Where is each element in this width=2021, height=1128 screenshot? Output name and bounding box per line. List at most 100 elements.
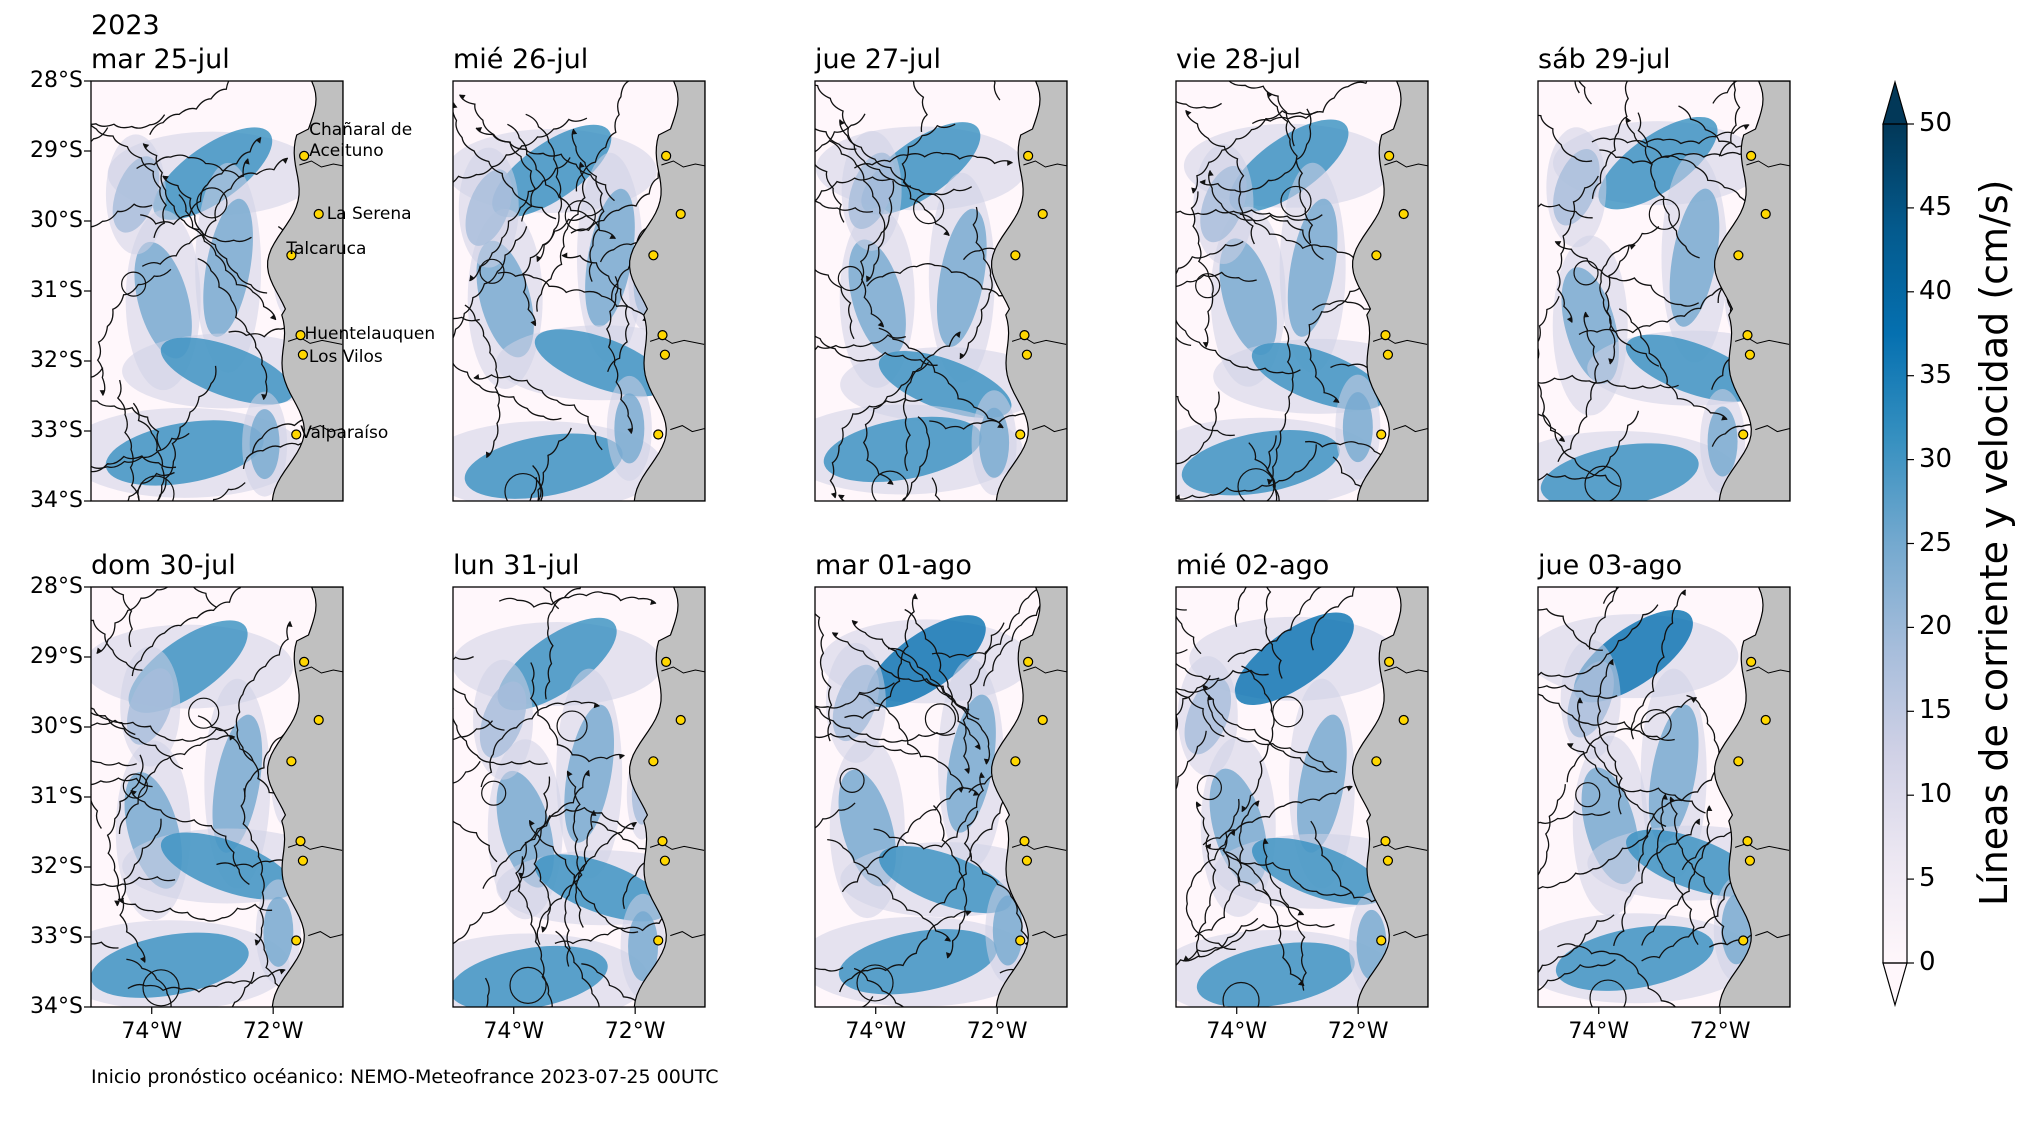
streamline-arrow [469,274,475,281]
land-mass [266,587,343,1007]
streamline-arrow [1456,263,1462,268]
streamline-arrow [943,230,950,236]
speed-field [946,694,996,833]
current-streamline [1194,800,1260,938]
panel-frame [1175,586,1429,1008]
current-streamline [1227,587,1324,663]
current-streamline [1630,589,1687,740]
current-streamline [119,818,162,963]
streamline-arrow [149,529,154,535]
place-label: Valparaíso [300,422,389,443]
panel-frame [1175,80,1429,502]
current-streamline [498,591,657,608]
streamline-arrow [1856,436,1862,441]
streamline-arrow [530,319,536,326]
current-streamline [91,711,136,736]
current-streamline [1637,112,1751,212]
lat-tick-label: 34°S [30,488,83,513]
speed-field [1553,149,1600,226]
year-label: 2023 [91,10,160,41]
streamline-arrow [944,936,951,942]
streamline-arrow [1577,697,1583,704]
current-streamline [839,910,972,993]
speed-field [464,433,623,499]
streamline-arrow [1525,675,1531,680]
current-streamline [212,482,246,501]
streamline-arrow [1389,63,1395,68]
region-boundary [1372,336,1428,345]
current-streamline [453,720,493,741]
current-streamline [1718,81,1741,157]
current-streamline [255,933,288,1007]
streamline-arrow [972,790,979,796]
streamline-arrow [747,234,753,240]
streamline-arrow [279,969,286,975]
speed-field [838,929,997,995]
streamline-arrow [476,127,483,133]
streamline-arrow [630,822,637,828]
land-mass [990,587,1067,1007]
lat-tick-label: 29°S [30,138,83,163]
current-streamline [532,465,544,501]
lat-tick-label: 28°S [30,68,83,93]
place-marker [1021,855,1033,866]
land-mass [1713,587,1790,1007]
place-marker [286,756,297,767]
speed-field [585,188,635,327]
region-boundary [670,931,705,939]
eddy-streamline [839,767,865,793]
lon-tick-label: 72°W [966,1019,1028,1044]
current-streamline [469,157,571,282]
current-streamline [1190,191,1214,348]
current-streamline [1176,316,1301,375]
place-marker [1733,756,1744,767]
current-streamline [162,175,268,294]
current-streamline [178,194,277,321]
lat-tick-label: 28°S [30,574,83,599]
streamline-arrow [1558,436,1565,442]
current-streamline [902,331,961,472]
streamline-arrow [838,494,845,500]
place-marker [1376,429,1387,440]
current-streamline [1538,684,1618,699]
current-streamline [815,334,906,351]
streamline-arrow [1411,524,1416,530]
streamline-arrow [727,891,733,897]
streamline-arrow [1566,316,1573,323]
place-marker [659,349,671,360]
current-streamline [878,327,1004,429]
current-streamline [1599,244,1660,367]
current-streamline [1669,796,1727,945]
current-streamline [862,362,930,485]
streamline-arrow [1519,489,1524,495]
speed-field [832,664,880,742]
current-streamline [529,662,625,763]
streamline-arrow [1457,536,1463,542]
streamline-arrow [443,180,449,185]
colorbar-tick-label: 35 [1919,359,1953,390]
current-streamline [1176,100,1222,109]
map-panel [452,586,706,1008]
panel-frame [1537,586,1791,1008]
current-streamline [453,689,548,766]
current-streamline [1625,117,1700,259]
streamline-arrow [1267,91,1273,98]
speed-field [212,714,263,853]
place-marker [1760,714,1771,726]
map-panel [747,80,1068,502]
place-marker [675,208,686,220]
eddy-streamline [1272,696,1304,728]
current-streamline [453,687,505,731]
region-boundary [1011,336,1067,345]
streamline-arrow [359,374,364,380]
region-boundary [308,425,343,433]
eddy-streamline [137,475,175,501]
lon-tick-label: 72°W [604,1019,666,1044]
streamline-arrow [254,939,261,946]
region-boundary [287,336,343,345]
eddy-streamline [837,265,863,292]
place-marker [1010,250,1021,261]
place-marker [1742,330,1753,341]
current-streamline [859,180,895,328]
place-marker [661,150,672,161]
